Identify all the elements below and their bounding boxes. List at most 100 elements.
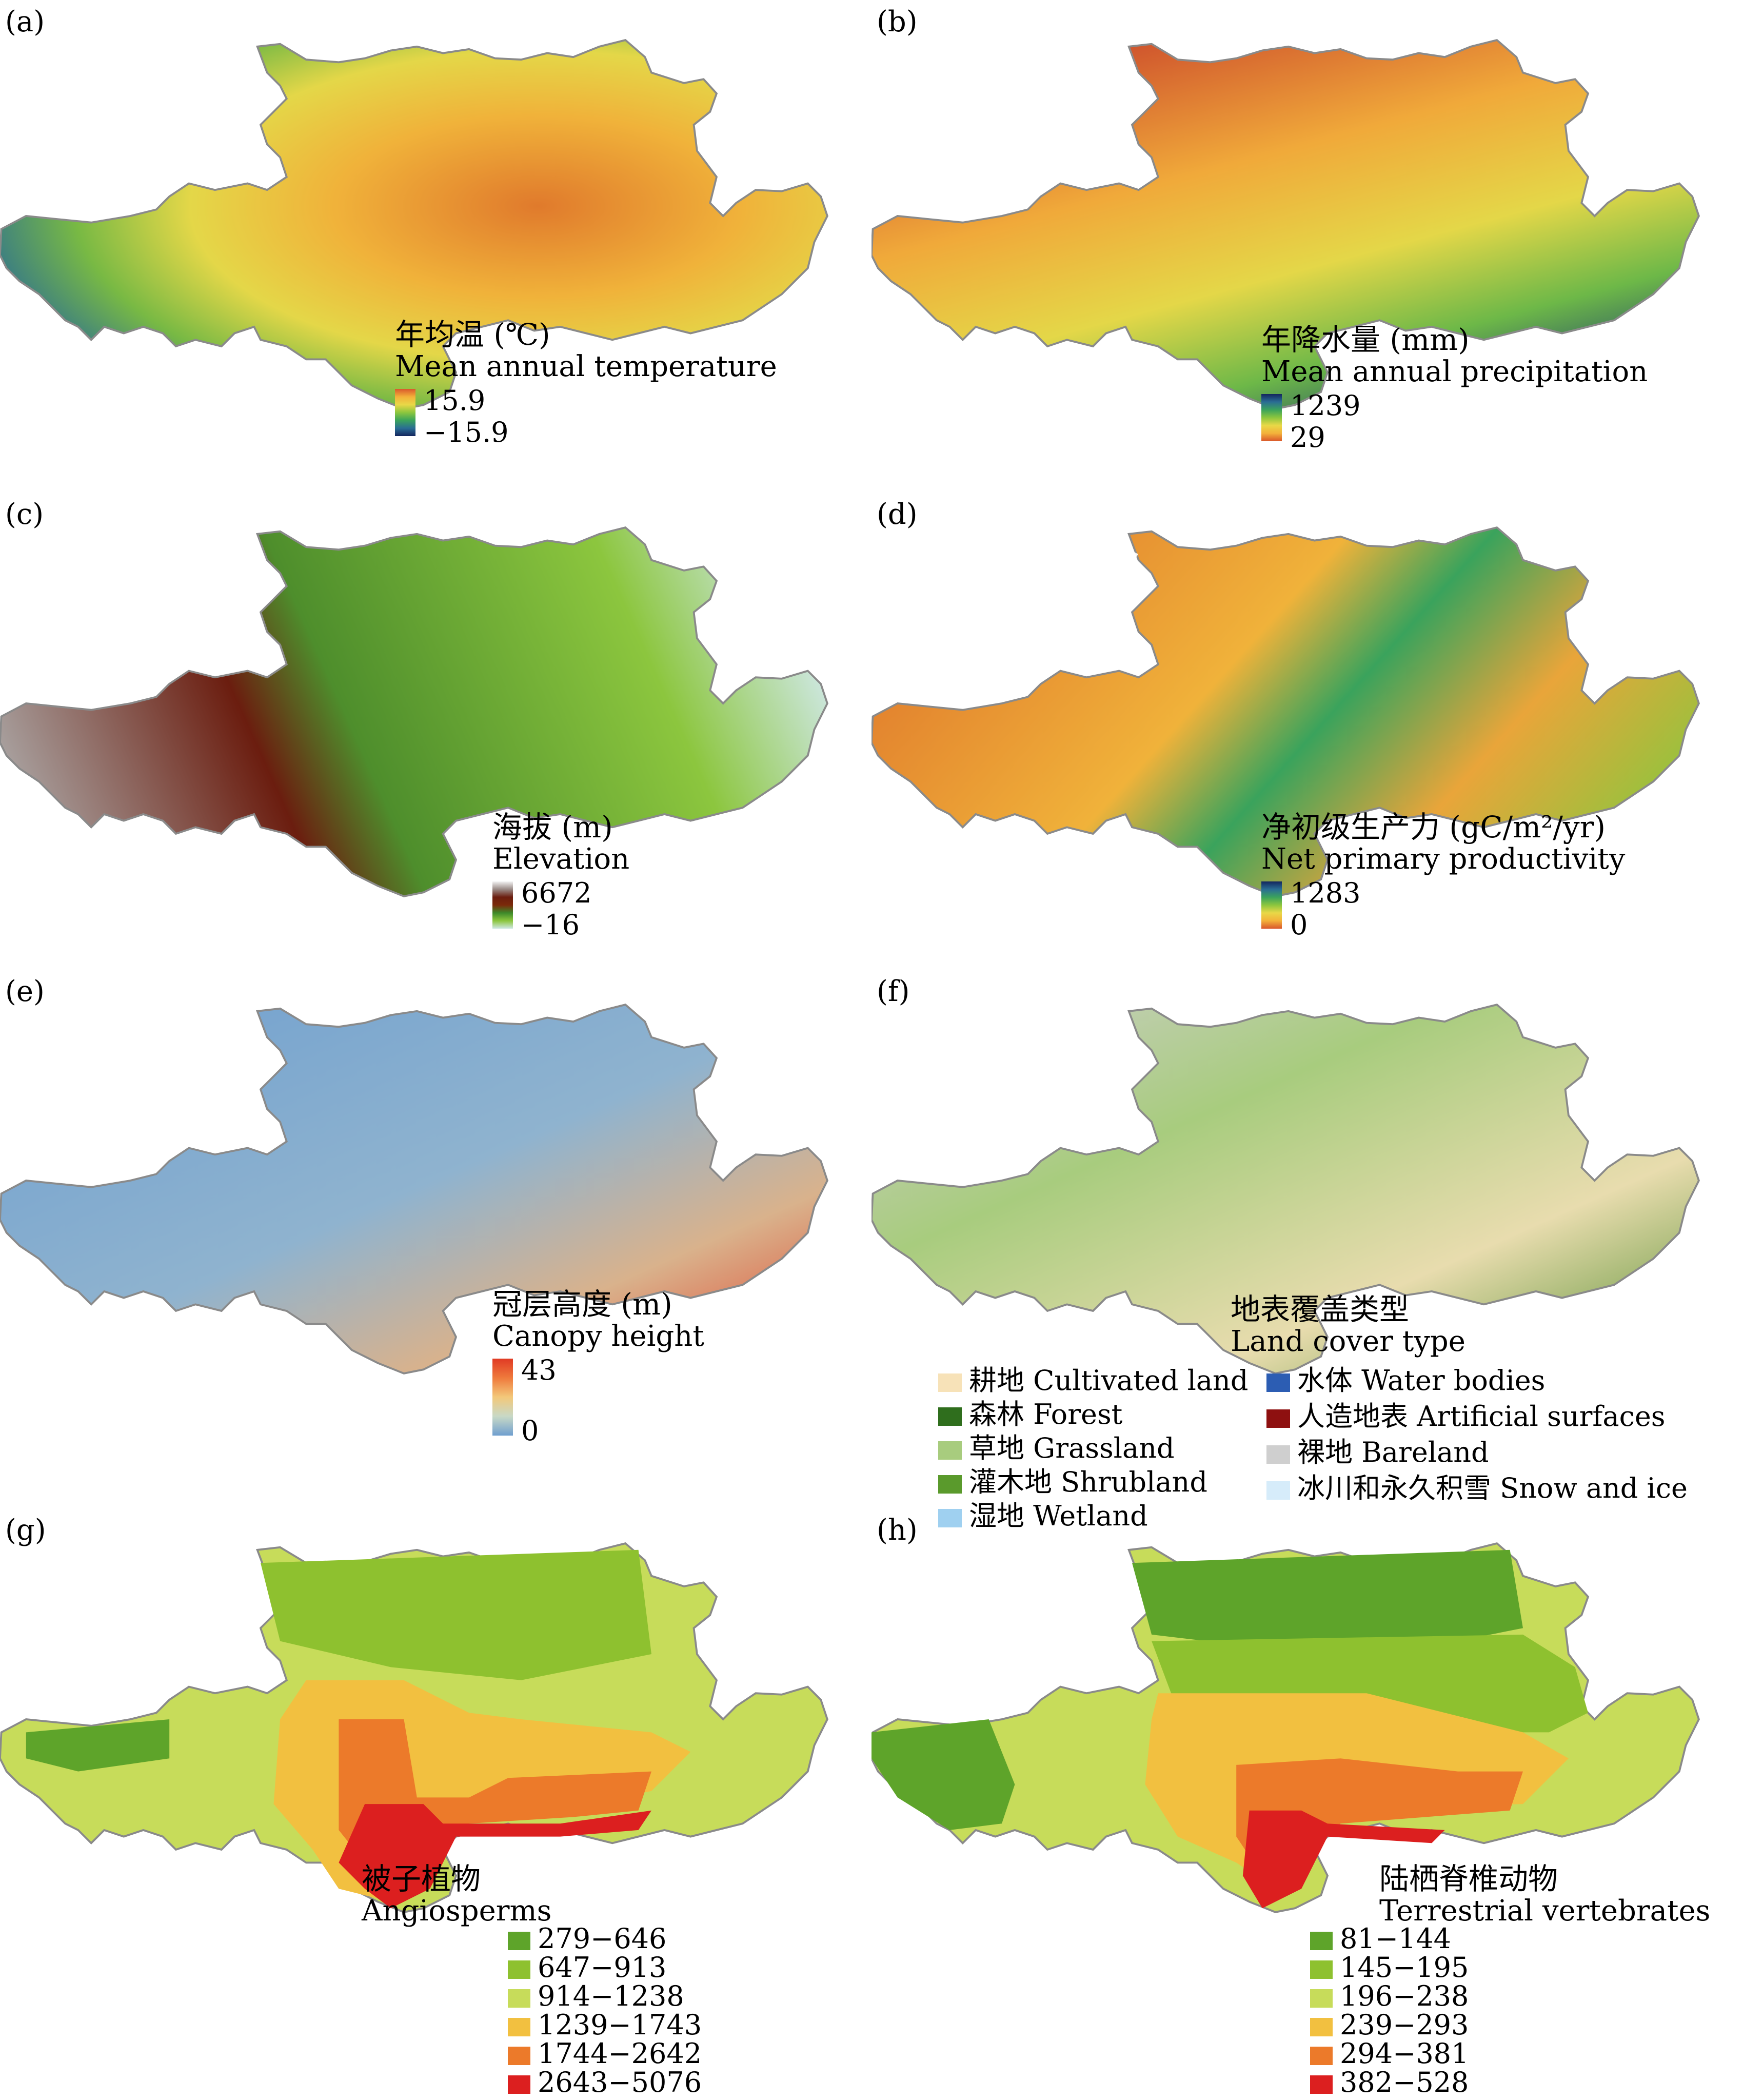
angiosperm-map (0, 1542, 828, 1913)
legend-min: 0 (521, 1415, 539, 1447)
panel-c: (c) 海拔 (m) Elevation 6672 −16 (0, 493, 872, 970)
legend-max: 15.9 (424, 384, 486, 417)
legend-class-label: 1744−2642 (538, 2037, 702, 2070)
land-cover-class: 人造地表 Artificial surfaces (1266, 1401, 1666, 1432)
legend-title-cn: 被子植物 (362, 1861, 481, 1896)
panel-a: (a) 年均温 (℃) Mean annual temperature 15.9… (0, 0, 872, 493)
color-ramp (492, 1359, 513, 1436)
panel-b: (b) 年降水量 (mm) Mean annual precipitation … (872, 0, 1743, 493)
panel-label: (d) (877, 498, 918, 531)
land-cover-label: 草地 Grassland (969, 1432, 1175, 1464)
npp-map (872, 526, 1700, 897)
legend: 地表覆盖类型 Land cover type (1231, 1293, 1465, 1358)
legend-swatch (508, 1932, 530, 1950)
legend-class-label: 81−144 (1340, 1922, 1452, 1955)
land-cover-class: 冰川和永久积雪 Snow and ice (1266, 1473, 1688, 1504)
legend-swatch (1310, 1960, 1333, 1979)
legend-class: 294−381 (1310, 2039, 1469, 2069)
legend: 净初级生产力 (gC/m²/yr) Net primary productivi… (1261, 810, 1626, 939)
legend-class: 239−293 (1310, 2010, 1469, 2040)
legend-class-label: 2643−5076 (538, 2066, 702, 2098)
legend-class: 914−1238 (508, 1981, 684, 2011)
color-ramp (395, 389, 415, 436)
legend-title-cn: 陆栖脊椎动物 (1379, 1861, 1558, 1896)
legend-swatch (508, 2018, 530, 2036)
no-data-area (974, 528, 1138, 646)
legend-swatch (508, 2047, 530, 2065)
legend-title-en: Elevation (492, 842, 630, 876)
legend-class: 279−646 (508, 1924, 666, 1954)
legend-title-en: Angiosperms (362, 1894, 552, 1928)
legend-swatch (1310, 1989, 1333, 2008)
land-cover-class: 水体 Water bodies (1266, 1365, 1545, 1397)
legend-class: 1239−1743 (508, 2010, 702, 2040)
legend-swatch (1266, 1409, 1290, 1428)
elevation-map (0, 526, 828, 897)
class-legend: 81−144 145−195 196−238 239−293 294−381 382−52… (1310, 1924, 1546, 2098)
canopy-height-map (0, 1004, 828, 1375)
legend-title-en: Canopy height (492, 1320, 704, 1353)
legend-swatch (1310, 1932, 1333, 1950)
panel-label: (h) (877, 1514, 918, 1547)
legend-class: 2643−5076 (508, 2068, 702, 2097)
land-cover-label: 裸地 Bareland (1297, 1436, 1489, 1468)
panel-label: (f) (877, 975, 910, 1008)
legend-class: 145−195 (1310, 1953, 1469, 1983)
legend: 被子植物 Angiosperms (362, 1862, 551, 1927)
panel-f: (f) 地表覆盖类型 Land cover type 耕地 Cultivated… (872, 970, 1743, 1532)
legend: 冠层高度 (m) Canopy height 43 0 (492, 1287, 704, 1445)
panel-h: (h) 陆栖脊椎动物 Terrestrial vertebrates 81−14… (872, 1508, 1743, 2100)
legend-swatch (938, 1509, 962, 1527)
panel-label: (b) (877, 5, 918, 38)
legend-swatch (508, 1960, 530, 1979)
legend-class-label: 294−381 (1340, 2037, 1469, 2070)
legend-swatch (508, 2075, 530, 2094)
legend-swatch (938, 1373, 962, 1392)
panel-label: (a) (5, 5, 45, 38)
legend-class: 1744−2642 (508, 2039, 702, 2069)
legend-title-cn: 年降水量 (mm) (1261, 322, 1470, 357)
legend-min: 0 (1290, 909, 1308, 941)
legend-title-cn: 年均温 (℃) (395, 317, 550, 352)
vertebrate-map (872, 1542, 1700, 1913)
legend-title-en: Terrestrial vertebrates (1379, 1894, 1711, 1928)
land-cover-class: 裸地 Bareland (1266, 1437, 1489, 1468)
panel-label: (e) (5, 975, 45, 1008)
land-cover-label: 耕地 Cultivated land (969, 1364, 1249, 1397)
land-cover-class: 灌木地 Shrubland (938, 1466, 1207, 1498)
legend-title-en: Mean annual precipitation (1261, 355, 1648, 388)
legend-title-en: Net primary productivity (1261, 842, 1626, 876)
legend-swatch (1310, 2075, 1333, 2094)
land-cover-class: 森林 Forest (938, 1399, 1122, 1430)
legend-class-label: 145−195 (1340, 1951, 1469, 1984)
legend-class-label: 279−646 (538, 1922, 667, 1955)
panel-label: (c) (5, 498, 44, 531)
land-cover-class: 耕地 Cultivated land (938, 1365, 1248, 1397)
panel-d: (d) 净初级生产力 (gC/m²/yr) Net primary produc… (872, 493, 1743, 970)
legend: 年降水量 (mm) Mean annual precipitation 1239… (1261, 322, 1648, 452)
panel-e: (e) 冠层高度 (m) Canopy height 43 0 (0, 970, 872, 1508)
legend-swatch (938, 1441, 962, 1460)
legend-max: 6672 (521, 877, 592, 909)
legend-class-label: 647−913 (538, 1951, 667, 1984)
panel-label: (g) (5, 1514, 46, 1547)
legend-class: 196−238 (1310, 1981, 1469, 2011)
legend-min: −15.9 (424, 416, 509, 448)
legend-class-label: 914−1238 (538, 1980, 684, 2012)
legend-title-cn: 净初级生产力 (gC/m²/yr) (1261, 810, 1606, 845)
legend-swatch (938, 1475, 962, 1494)
land-cover-label: 森林 Forest (969, 1398, 1123, 1430)
legend-title-cn: 海拔 (m) (492, 810, 613, 845)
legend-title-cn: 冠层高度 (m) (492, 1287, 672, 1322)
legend-swatch (1266, 1481, 1290, 1500)
legend-title-cn: 地表覆盖类型 (1231, 1292, 1410, 1327)
class-legend: 279−646 647−913 914−1238 1239−1743 1744−2642… (508, 1924, 744, 2098)
land-cover-class: 湿地 Wetland (938, 1500, 1148, 1532)
legend-class-label: 196−238 (1340, 1980, 1469, 2012)
land-cover-label: 人造地表 Artificial surfaces (1297, 1400, 1666, 1432)
legend: 年均温 (℃) Mean annual temperature 15.9 −15… (395, 317, 777, 446)
color-ramp (492, 881, 513, 929)
legend-max: 43 (521, 1354, 557, 1386)
legend-class: 382−528 (1310, 2068, 1469, 2097)
land-cover-label: 冰川和永久积雪 Snow and ice (1297, 1472, 1688, 1504)
